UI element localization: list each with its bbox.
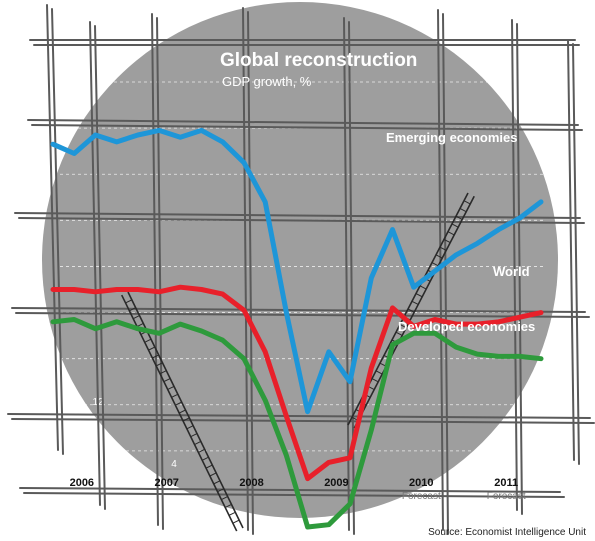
ladder-rung [152, 354, 159, 359]
series-line-developed [50, 317, 544, 530]
scaffold-pole [14, 212, 581, 219]
x-tick-labels: 2006 2007 2008 2009 2010 Forecast 2011 Forecast [70, 477, 526, 502]
ladder-rung [209, 472, 217, 477]
ladder-rung [163, 378, 171, 383]
ladder-rung [228, 511, 236, 516]
series-lines [50, 127, 544, 530]
forecast-label: Forecast [402, 491, 441, 502]
x-tick-label: 2010 [409, 477, 433, 489]
scaffold-pole [247, 11, 254, 535]
y-tick-label: 4 [171, 459, 177, 470]
ladder-rung [194, 441, 202, 445]
scaffold-pole [156, 17, 164, 530]
ladder-rung [178, 409, 186, 414]
scaffold-pole [11, 418, 595, 424]
scaffold-pole [23, 492, 565, 498]
ladder-rung [132, 315, 140, 320]
scaffold-pole [7, 413, 591, 419]
scaffold-pole [511, 19, 518, 511]
ladder-rung [167, 385, 175, 390]
scaffold-pole [15, 312, 590, 318]
series-label-world: World [493, 264, 530, 279]
ladder-rung [148, 346, 156, 351]
plot-background-disc [42, 2, 558, 518]
scaffold-pole [567, 39, 575, 461]
ladder-rung [415, 293, 423, 298]
ladder-rung [371, 378, 379, 383]
ladder-rung [213, 480, 221, 485]
series-label-emerging: Emerging economies [386, 130, 517, 145]
source-note: Source: Economist Intelligence Unit [428, 527, 586, 538]
ladder-rung [201, 456, 209, 461]
scaffold-pole [242, 7, 249, 531]
x-tick-label: 2011 [494, 477, 518, 489]
ladder-rung [186, 425, 194, 430]
ladder-rung [190, 433, 198, 438]
scaffold-pole [11, 307, 586, 313]
ladder-rung [224, 503, 232, 508]
ladder-rung [232, 519, 240, 524]
scaffold-pole [343, 17, 350, 531]
x-tick-label: 2006 [70, 477, 94, 489]
scaffold-pole [51, 8, 64, 455]
ladder-rung [182, 417, 190, 422]
ladder-rung [439, 246, 447, 251]
scaffold-pole [94, 25, 106, 510]
ladder-rung [395, 331, 403, 336]
ladder-rung [451, 223, 459, 228]
scaffold-pole [31, 124, 583, 131]
ladder-rung [175, 401, 182, 406]
ladder-rung [435, 254, 443, 259]
chart-subtitle: GDP growth, % [222, 74, 312, 89]
ladder-rung [159, 370, 167, 375]
series-label-developed: Developed economies [398, 319, 535, 334]
ladder-rung [459, 208, 467, 213]
series-line-world [50, 284, 544, 482]
series-line-emerging [50, 127, 544, 415]
ladder-rung [407, 308, 415, 313]
ladder-rung [129, 307, 136, 312]
scaffold-pole [27, 119, 579, 126]
ladder-rung [447, 231, 455, 236]
ladder-rung [221, 496, 228, 501]
scaffold-pole [437, 9, 444, 531]
scaffold-pole [572, 43, 580, 465]
ladder-rung [463, 200, 471, 205]
ladder-rung [136, 323, 144, 327]
scaffold-pole [19, 487, 561, 493]
x-tick-label: 2007 [154, 477, 178, 489]
scaffold-pole [442, 13, 449, 535]
scaffold-pole [18, 217, 585, 224]
ladder-rung [217, 488, 225, 493]
x-tick-label: 2008 [239, 477, 263, 489]
ladder-rung [205, 464, 213, 469]
scaffolding-illustration [7, 4, 595, 535]
x-tick-label: 2009 [324, 477, 348, 489]
chart-title: Global reconstruction [220, 50, 417, 71]
ladder-rung [144, 338, 152, 343]
ladder-rung [443, 238, 451, 244]
ladder-rung [375, 370, 383, 375]
ladder-rung [419, 285, 427, 290]
ladder-rung [171, 393, 179, 398]
scaffold-pole [89, 21, 101, 506]
ladder-rung [198, 448, 205, 453]
ladder-rung [155, 362, 163, 367]
forecast-label: Forecast [487, 491, 526, 502]
ladder-rung [125, 299, 133, 304]
scaffold-pole [46, 4, 59, 451]
ladder-rung [455, 215, 463, 220]
ladder-rung [399, 324, 407, 329]
ladder-rung [411, 300, 419, 305]
scaffold-pole [151, 13, 159, 526]
gridlines [60, 81, 545, 452]
scaffold-pole [516, 23, 523, 515]
ladder-rung [431, 262, 439, 267]
